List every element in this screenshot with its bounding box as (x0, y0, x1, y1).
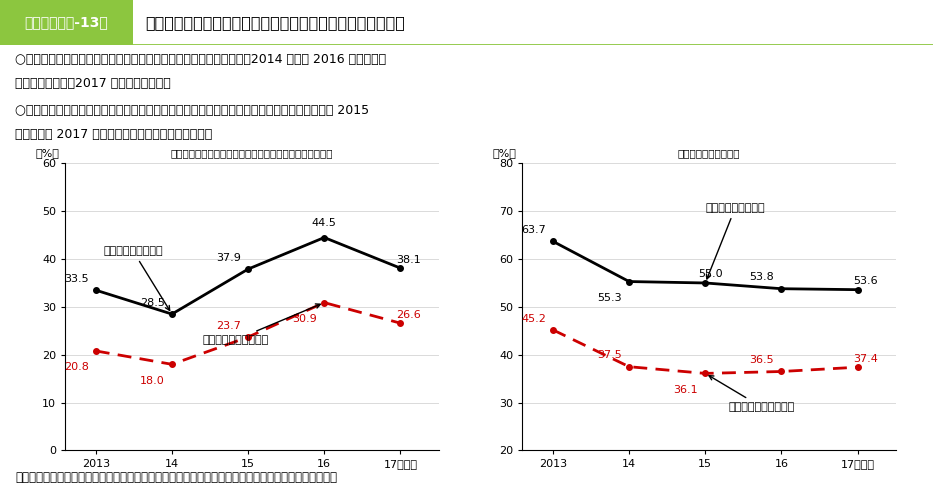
Text: 23.7: 23.7 (216, 321, 241, 331)
Text: 37.4: 37.4 (854, 353, 878, 364)
Title: キャリアコンサルティングを行う仕組みのある事業所割合: キャリアコンサルティングを行う仕組みのある事業所割合 (171, 148, 333, 158)
Text: （%）: （%） (493, 148, 517, 157)
Text: 55.0: 55.0 (699, 269, 723, 279)
Text: 上昇したが、2017 年には低下した。: 上昇したが、2017 年には低下した。 (15, 77, 171, 90)
Text: ○　職業能力評価の実施率は、正社員対象が緩やかに低下傾向にある一方で、非正社員対象は 2015: ○ 職業能力評価の実施率は、正社員対象が緩やかに低下傾向にある一方で、非正社員対… (15, 103, 369, 117)
Text: 20.8: 20.8 (63, 362, 89, 372)
Text: 30.9: 30.9 (292, 314, 317, 324)
Text: 第２－（２）-13図: 第２－（２）-13図 (24, 15, 108, 29)
Bar (0, 0, 133, 45)
Text: ○　キャリアコンサルティングを行う仕組みのある事業所の割合は、2014 年から 2016 年にかけて: ○ キャリアコンサルティングを行う仕組みのある事業所の割合は、2014 年から … (15, 53, 386, 66)
Text: 37.9: 37.9 (216, 253, 241, 263)
Title: 職業能力評価の実施率: 職業能力評価の実施率 (678, 148, 740, 158)
Text: 44.5: 44.5 (312, 218, 337, 228)
Text: 37.5: 37.5 (597, 350, 622, 360)
Text: 36.5: 36.5 (750, 355, 774, 365)
Text: 資料出所　厚生労働省「能力開発基本調査」の個票をもとに厚生労働省労働政策担当参事官室にて作成: 資料出所 厚生労働省「能力開発基本調査」の個票をもとに厚生労働省労働政策担当参事… (15, 471, 337, 484)
Text: 26.6: 26.6 (397, 309, 421, 320)
Text: 53.6: 53.6 (854, 276, 878, 286)
Text: 正社員を対象に実施: 正社員を対象に実施 (705, 203, 765, 279)
Text: （%）: （%） (35, 148, 60, 157)
Text: 33.5: 33.5 (64, 274, 89, 284)
Text: 18.0: 18.0 (140, 376, 165, 386)
Text: 28.5: 28.5 (140, 298, 165, 308)
Text: 38.1: 38.1 (397, 254, 421, 265)
Text: 53.8: 53.8 (749, 272, 774, 282)
Text: 63.7: 63.7 (522, 225, 546, 235)
Text: 正社員を対象に導入: 正社員を対象に導入 (104, 247, 170, 310)
Text: 55.3: 55.3 (597, 293, 622, 303)
Text: 年から 2017 年にかけて緩やかに上昇している。: 年から 2017 年にかけて緩やかに上昇している。 (15, 128, 212, 141)
Text: 非正社員を対象に実施: 非正社員を対象に実施 (709, 376, 794, 412)
Text: 非正社員を対象に導入: 非正社員を対象に導入 (202, 304, 320, 345)
Text: キャリアコンサルティングや職業能力評価の導入・実施状況: キャリアコンサルティングや職業能力評価の導入・実施状況 (145, 15, 405, 30)
Text: 45.2: 45.2 (521, 313, 546, 324)
Text: 36.1: 36.1 (674, 385, 698, 395)
